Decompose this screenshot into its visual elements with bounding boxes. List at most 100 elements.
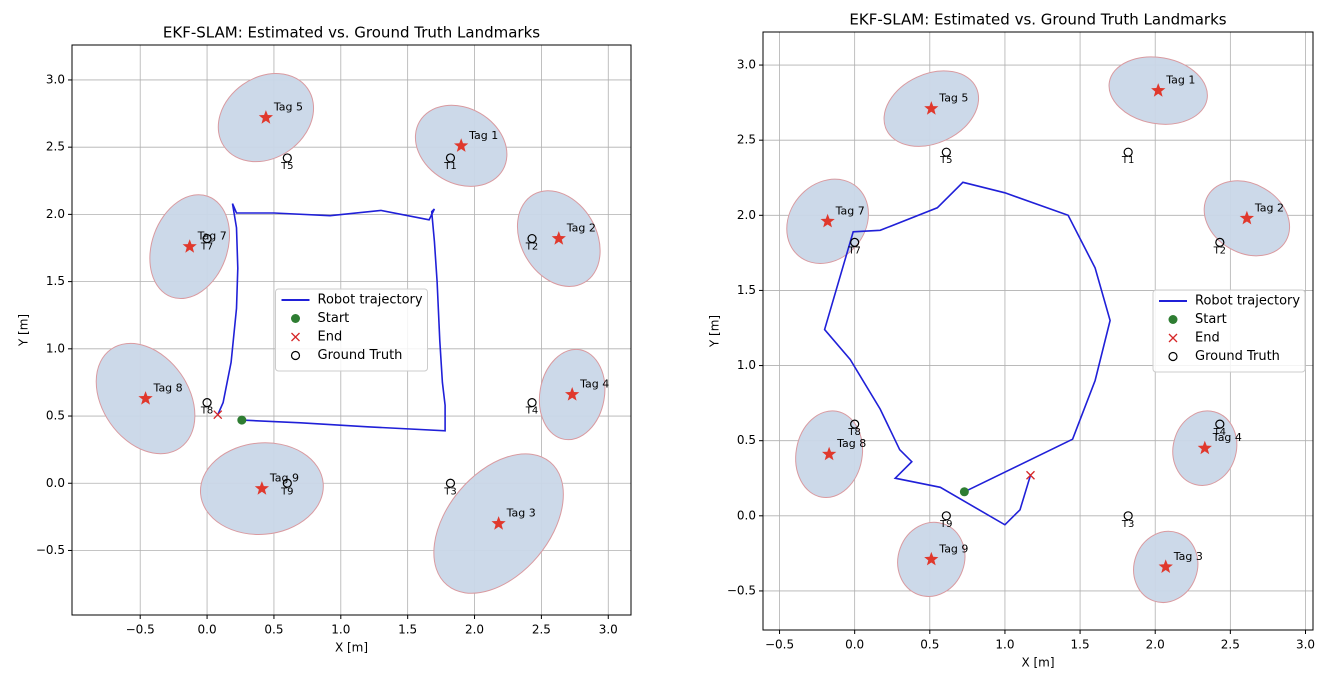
y-tick-label: 2.5 <box>46 140 65 154</box>
landmark-label: Tag 4 <box>1212 431 1242 444</box>
point-marker <box>1123 511 1133 521</box>
landmark-label: Tag 5 <box>938 92 968 105</box>
legend-label: Robot trajectory <box>1195 294 1300 309</box>
y-tick-label: −0.5 <box>36 543 65 557</box>
point-marker <box>1215 419 1225 429</box>
legend-symbol <box>291 314 300 323</box>
x-tick-label: 2.5 <box>1221 638 1240 652</box>
y-tick-label: 2.5 <box>737 133 756 147</box>
landmark-label: Tag 5 <box>273 101 303 114</box>
legend-label: End <box>1195 331 1220 346</box>
ground-truth-label: T7 <box>200 242 213 253</box>
estimated-landmark <box>1151 83 1166 97</box>
x-tick-label: −0.5 <box>765 638 794 652</box>
legend-label: Start <box>1195 312 1227 327</box>
point-marker <box>237 415 247 425</box>
y-tick-label: 0.0 <box>737 508 756 522</box>
y-axis-label: Y [m] <box>708 315 722 348</box>
y-tick-label: 1.5 <box>46 274 65 288</box>
trajectory-line <box>217 203 446 432</box>
chart-title: EKF-SLAM: Estimated vs. Ground Truth Lan… <box>163 24 540 42</box>
point-marker <box>941 511 951 521</box>
chart-panel: EKF-SLAM: Estimated vs. Ground Truth Lan… <box>17 24 632 655</box>
legend: Robot trajectory Start End Ground Truth <box>275 288 428 372</box>
y-tick-label: 0.5 <box>737 433 756 447</box>
axes-frame <box>71 44 632 616</box>
chart-title: EKF-SLAM: Estimated vs. Ground Truth Lan… <box>849 11 1226 29</box>
point-marker <box>527 233 537 244</box>
estimated-landmark <box>565 387 580 401</box>
landmark-label: Tag 9 <box>269 472 299 485</box>
estimated-landmark <box>258 110 273 124</box>
point-marker <box>1123 147 1133 157</box>
y-tick-label: 2.0 <box>46 207 65 221</box>
x-tick-label: 1.0 <box>331 623 350 637</box>
estimated-landmark <box>1158 559 1173 573</box>
x-tick-label: 2.0 <box>465 623 484 637</box>
estimated-landmark <box>924 551 939 566</box>
landmark-label: Tag 7 <box>197 230 227 243</box>
x-tick-label: 0.5 <box>264 623 283 637</box>
x-tick-label: 3.0 <box>1296 638 1315 652</box>
point-marker <box>1215 237 1225 247</box>
ground-truth-label: T7 <box>847 245 860 256</box>
x-tick-label: −0.5 <box>126 623 155 637</box>
point-marker <box>527 397 537 408</box>
point-marker <box>445 153 456 163</box>
estimated-landmark <box>820 213 835 228</box>
estimated-landmark <box>1197 440 1212 455</box>
legend-label: End <box>318 330 343 345</box>
point-marker <box>959 487 969 497</box>
ground-truth-label: T5 <box>280 161 293 172</box>
estimated-landmark <box>551 231 566 245</box>
y-tick-label: −0.5 <box>727 583 756 597</box>
x-tick-label: 0.5 <box>920 638 939 652</box>
x-tick-label: 3.0 <box>599 623 618 637</box>
legend-symbol <box>291 332 300 342</box>
point-marker <box>850 419 860 429</box>
legend-symbol <box>1168 315 1178 324</box>
ground-truth-label: T1 <box>443 161 456 172</box>
estimated-landmark <box>924 101 939 115</box>
y-axis-label: Y [m] <box>17 314 31 347</box>
y-tick-label: 2.0 <box>737 208 756 222</box>
y-tick-label: 0.0 <box>46 476 65 490</box>
ground-truth-label: T2 <box>1213 245 1226 256</box>
y-tick-label: 1.0 <box>737 358 756 372</box>
x-tick-label: 2.5 <box>532 623 551 637</box>
point-marker <box>850 237 860 247</box>
x-tick-label: 1.5 <box>398 623 417 637</box>
landmark-label: Tag 2 <box>1254 201 1284 214</box>
legend-symbol <box>1168 333 1178 343</box>
point-marker <box>213 410 223 420</box>
legend-box <box>275 288 428 372</box>
x-tick-label: 1.5 <box>1071 638 1090 652</box>
y-tick-label: 1.5 <box>737 283 756 297</box>
landmark-label: Tag 3 <box>506 507 536 520</box>
trajectory-line <box>823 181 1111 526</box>
legend-symbol <box>290 350 301 361</box>
x-tick-label: 1.0 <box>995 638 1014 652</box>
estimated-landmark <box>454 138 469 152</box>
estimated-landmark <box>182 239 197 253</box>
legend-label: Ground Truth <box>1195 349 1280 364</box>
axes-frame <box>762 31 1314 631</box>
landmark-label: Tag 9 <box>938 542 968 555</box>
landmark-label: Tag 8 <box>153 382 183 395</box>
landmark-label: Tag 4 <box>579 378 609 391</box>
landmark-label: Tag 8 <box>836 437 866 450</box>
x-axis-label: X [m] <box>1021 656 1054 670</box>
legend-symbol <box>1168 351 1178 362</box>
plot-area: T1 T2 T3 T4 T5 T7 T8 T9 Tag 1 Tag 2 Tag 3 Tag 4 Tag … <box>95 73 609 594</box>
y-tick-label: 0.5 <box>46 409 65 423</box>
point-marker <box>202 233 212 244</box>
x-tick-label: 0.0 <box>198 623 217 637</box>
ground-truth-label: T2 <box>525 242 538 253</box>
ground-truth-label: T9 <box>939 519 952 530</box>
ground-truth-label: T4 <box>525 406 538 417</box>
landmark-label: Tag 3 <box>1173 550 1203 563</box>
ground-truth-label: T3 <box>1121 519 1134 530</box>
legend-label: Ground Truth <box>318 348 403 363</box>
landmark-label: Tag 2 <box>566 222 596 235</box>
